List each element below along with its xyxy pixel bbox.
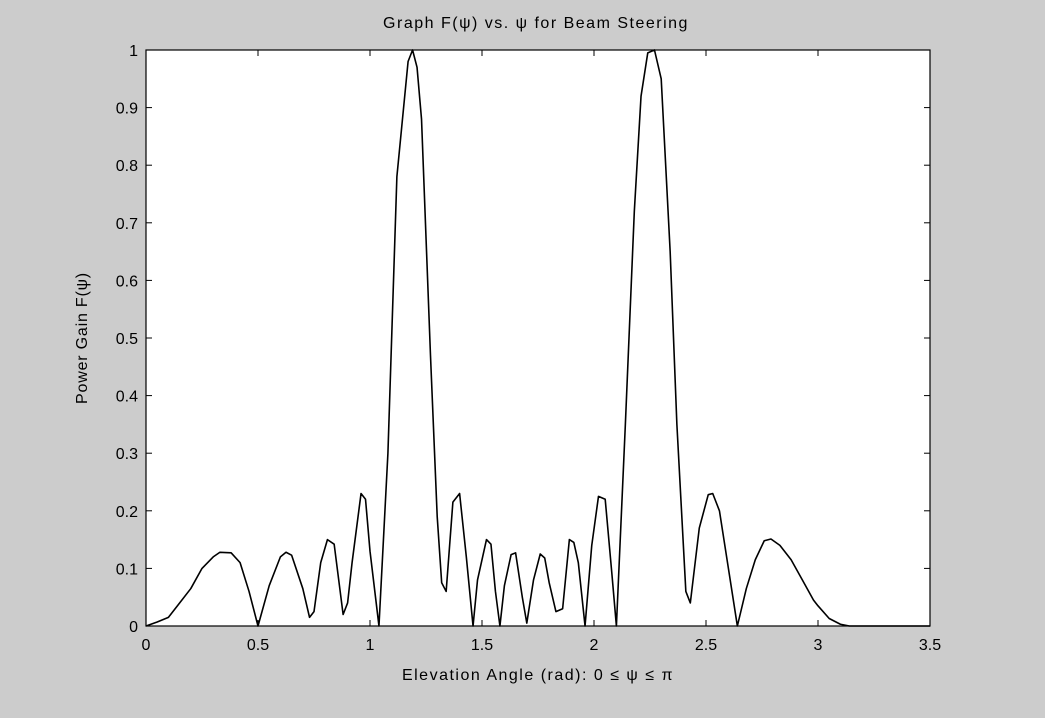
y-tick-label: 0.1 [116,561,138,578]
x-tick-label: 3.5 [919,637,941,654]
y-tick-label: 0.2 [116,504,138,521]
y-tick-label: 0.4 [116,389,138,406]
chart-title: Graph F(ψ) vs. ψ for Beam Steering [383,15,689,32]
plot-area [145,49,931,627]
x-tick-label: 3 [814,637,823,654]
series-line [145,49,930,627]
x-tick-label: 1 [366,637,375,654]
x-axis: 0 0.5 1 1.5 2 2.5 3 3.5 [142,50,941,654]
y-tick-label: 0.6 [116,273,138,290]
y-tick-label: 0.5 [116,331,138,348]
y-tick-label: 0.9 [116,101,138,118]
y-tick-label: 0 [129,619,138,636]
x-tick-label: 0.5 [247,637,269,654]
y-axis: 0 0.1 0.2 0.3 0.4 0.5 0.6 0.7 0.8 0.9 1 [116,43,930,636]
y-tick-label: 0.3 [116,446,138,463]
x-tick-label: 2 [590,637,599,654]
x-axis-label: Elevation Angle (rad): 0 ≤ ψ ≤ π [402,667,674,684]
y-tick-label: 0.8 [116,158,138,175]
x-tick-label: 0 [142,637,151,654]
x-tick-label: 1.5 [471,637,493,654]
x-tick-label: 2.5 [695,637,717,654]
y-tick-label: 1 [129,43,138,60]
y-tick-label: 0.7 [116,216,138,233]
y-axis-label: Power Gain F(ψ) [74,272,91,404]
